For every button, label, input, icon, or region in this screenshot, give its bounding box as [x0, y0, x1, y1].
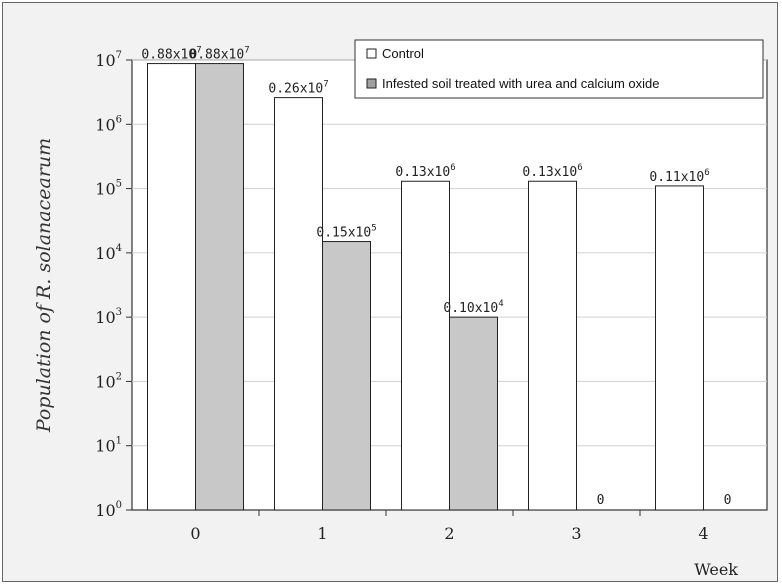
- x-tick-label: 3: [571, 524, 581, 543]
- x-tick-label: 1: [317, 524, 327, 543]
- data-label-exponent: 5: [371, 224, 376, 234]
- data-label-exponent: 7: [323, 80, 328, 90]
- data-label-mantissa: 0.11x10: [649, 170, 704, 185]
- data-label-control: 0.13x106: [522, 163, 582, 180]
- y-tick-base: 10: [95, 501, 115, 520]
- y-tick-base: 10: [95, 180, 115, 199]
- data-label-mantissa: 0.13x10: [395, 165, 450, 180]
- y-tick-label: 104: [95, 243, 122, 263]
- y-tick-label: 106: [95, 114, 122, 134]
- y-tick-exponent: 5: [116, 179, 122, 190]
- data-label-exponent: 6: [704, 168, 709, 178]
- bar-treated: [195, 63, 244, 511]
- data-label-control: 0.13x106: [395, 163, 455, 180]
- data-label-treated: 0: [724, 493, 732, 508]
- y-tick-label: 100: [95, 500, 122, 520]
- y-tick-base: 10: [95, 308, 115, 327]
- bars: [147, 63, 704, 511]
- y-axis-label-species: R. solanacearum: [33, 138, 55, 300]
- y-tick-label: 107: [95, 50, 122, 70]
- y-tick-exponent: 0: [116, 500, 122, 511]
- data-label-treated: 0.88x107: [189, 46, 249, 63]
- y-tick-base: 10: [95, 51, 115, 70]
- x-axis-ticks: 0 1 2 3 4: [190, 510, 709, 543]
- y-tick-label: 102: [95, 371, 122, 391]
- y-tick-exponent: 7: [116, 50, 122, 61]
- data-label-mantissa: 0.88x10: [189, 48, 244, 63]
- bar-control: [528, 180, 577, 511]
- data-label-exponent: 4: [498, 299, 503, 309]
- y-axis-label-prefix: Population of: [33, 299, 55, 433]
- y-tick-base: 10: [95, 115, 115, 134]
- y-tick-exponent: 6: [116, 114, 122, 125]
- y-tick-base: 10: [95, 244, 115, 263]
- bar-treated: [449, 316, 498, 511]
- y-tick-label: 103: [95, 307, 122, 327]
- y-tick-label: 105: [95, 179, 122, 199]
- data-label-mantissa: 0.10x10: [443, 301, 498, 316]
- bar-treated: [322, 241, 371, 511]
- y-tick-base: 10: [95, 437, 115, 456]
- data-label-mantissa: 0.13x10: [522, 165, 577, 180]
- legend-swatch-treated: [366, 78, 377, 89]
- data-label-control: 0.26x107: [268, 80, 328, 97]
- legend-label-control: Control: [382, 46, 424, 61]
- data-label-treated: 0.15x105: [316, 224, 376, 241]
- data-label-treated: 0: [597, 493, 605, 508]
- y-tick-base: 10: [95, 372, 115, 391]
- legend-label-treated: Infested soil treated with urea and calc…: [382, 76, 660, 91]
- data-label-exponent: 7: [244, 46, 249, 56]
- bar-control: [401, 180, 450, 511]
- legend-swatch-control: [366, 48, 377, 59]
- y-tick-exponent: 4: [116, 243, 122, 254]
- data-label-treated: 0.10x104: [443, 299, 503, 316]
- data-label-mantissa: 0.26x10: [268, 82, 323, 97]
- bar-control: [147, 63, 196, 511]
- x-tick-label: 0: [190, 524, 200, 543]
- x-tick-label: 2: [444, 524, 454, 543]
- x-axis-label: Week: [694, 560, 738, 579]
- data-label-mantissa: 0.15x10: [316, 226, 371, 241]
- data-label-mantissa: 0.88x10: [141, 48, 196, 63]
- legend: Control Infested soil treated with urea …: [354, 39, 764, 99]
- y-tick-label: 101: [95, 436, 122, 456]
- data-label-exponent: 7: [196, 46, 201, 56]
- data-label-exponent: 6: [577, 163, 582, 173]
- data-label-control: 0.88x107: [141, 46, 201, 63]
- y-tick-exponent: 2: [116, 371, 122, 382]
- bar-control: [655, 185, 704, 511]
- legend-box: [354, 39, 764, 99]
- data-label-mantissa: 0: [724, 493, 732, 508]
- data-label-exponent: 6: [450, 163, 455, 173]
- data-label-mantissa: 0: [597, 493, 605, 508]
- y-tick-exponent: 3: [116, 307, 122, 318]
- y-axis-label: Population of R. solanacearum: [33, 138, 55, 433]
- data-label-control: 0.11x106: [649, 168, 709, 185]
- bar-control: [274, 97, 323, 511]
- data-labels: 0.88x1070.88x1070.26x1070.15x1050.13x106…: [141, 46, 731, 508]
- y-tick-exponent: 1: [116, 436, 122, 447]
- x-tick-label: 4: [698, 524, 708, 543]
